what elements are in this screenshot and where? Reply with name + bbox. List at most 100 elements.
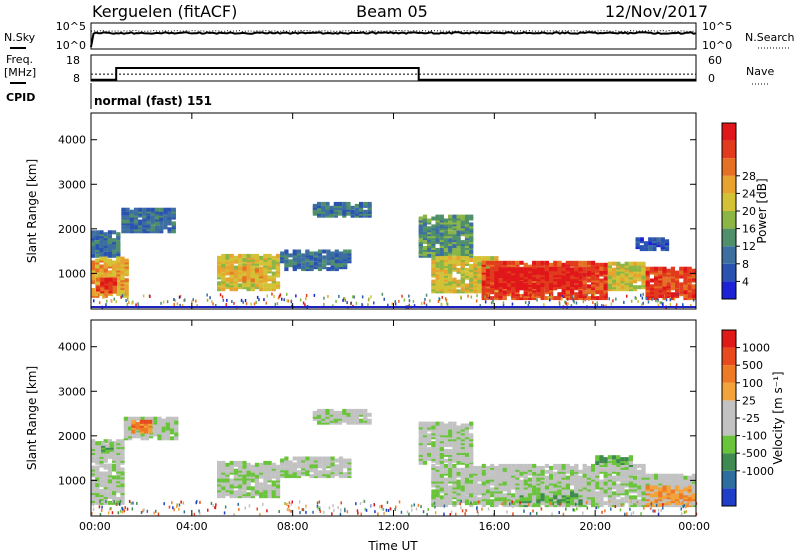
data-cell [675,270,680,275]
data-cell [439,275,444,280]
freq-tick-low: 8 [73,72,80,85]
data-cell [675,473,680,478]
data-cell [343,472,348,477]
data-cell [485,268,491,273]
data-cell [485,465,491,470]
data-cell [359,201,364,206]
data-cell [553,463,558,468]
speckle-cell [327,295,329,298]
data-cell [443,289,449,294]
data-cell [485,485,491,490]
speckle-cell [669,302,672,306]
speckle-cell [595,506,597,510]
data-cell [120,452,125,457]
data-cell [540,279,545,284]
data-cell [687,485,692,490]
data-cell [464,423,470,428]
data-cell [582,272,587,277]
data-cell [317,470,323,475]
data-cell [104,285,109,290]
data-cell [612,273,617,278]
data-cell [675,485,680,490]
speckle-cell [477,500,480,504]
data-cell [464,220,470,225]
speckle-cell [265,301,267,305]
speckle-cell [446,302,448,305]
speckle-cell [511,505,514,509]
speckle-cell [383,297,385,301]
data-cell [171,229,176,234]
data-cell [165,416,170,421]
data-cell [553,491,558,496]
speckle-cell [176,503,178,507]
data-cell [452,251,457,256]
x-tick-label: 12:00 [378,520,410,533]
data-cell [254,283,260,288]
speckle-cell [226,298,228,302]
data-cell [242,460,247,465]
speckle-cell [657,304,660,308]
data-cell [112,277,117,282]
data-cell [254,478,260,483]
data-cell [536,465,541,470]
data-cell [523,463,528,468]
data-cell [662,495,667,500]
data-cell [473,475,478,480]
data-cell [641,275,646,280]
data-cell [464,240,470,245]
data-cell [120,467,125,472]
data-cell [637,273,642,278]
speckle-cell [413,503,415,507]
data-cell [649,473,654,478]
data-cell [259,462,264,467]
data-cell [464,467,470,472]
data-cell [624,461,629,465]
data-cell [96,277,101,282]
data-cell [460,487,465,492]
data-cell [515,288,520,293]
speckle-cell [312,510,314,514]
speckle-cell [415,507,418,511]
data-cell [301,265,306,270]
data-cell [263,253,268,258]
data-cell [557,271,562,276]
data-cell [129,209,134,214]
data-cell [301,456,306,461]
speckle-cell [519,501,521,505]
data-cell [271,275,276,280]
speckle-cell [475,299,478,303]
data-cell [452,449,457,453]
data-cell [171,221,176,226]
data-cell [105,443,110,448]
data-cell [683,278,688,283]
data-cell [95,264,100,269]
speckle-cell [425,293,428,297]
speckle-cell [168,505,171,509]
speckle-cell [651,297,653,301]
speckle-cell [642,301,644,305]
data-cell [116,496,121,501]
data-cell [691,487,696,492]
data-cell [616,455,621,460]
speckle-cell [244,506,247,510]
data-cell [477,475,482,480]
speckle-cell [682,505,684,509]
data-cell [633,475,638,480]
data-cell [691,473,696,478]
data-cell [561,275,566,280]
speckle-cell [142,509,144,513]
speckle-cell [437,300,440,303]
data-cell [460,240,465,245]
data-cell [490,493,495,498]
data-cell [607,275,612,280]
data-cell [99,463,104,468]
data-cell [448,238,453,243]
speckle-cell [391,302,394,306]
data-cell [469,479,474,484]
speckle-cell [318,500,321,504]
speckle-cell [476,506,478,510]
data-cell [338,263,344,268]
speckle-cell [624,512,626,516]
data-cell [271,259,276,264]
data-cell [167,211,172,216]
